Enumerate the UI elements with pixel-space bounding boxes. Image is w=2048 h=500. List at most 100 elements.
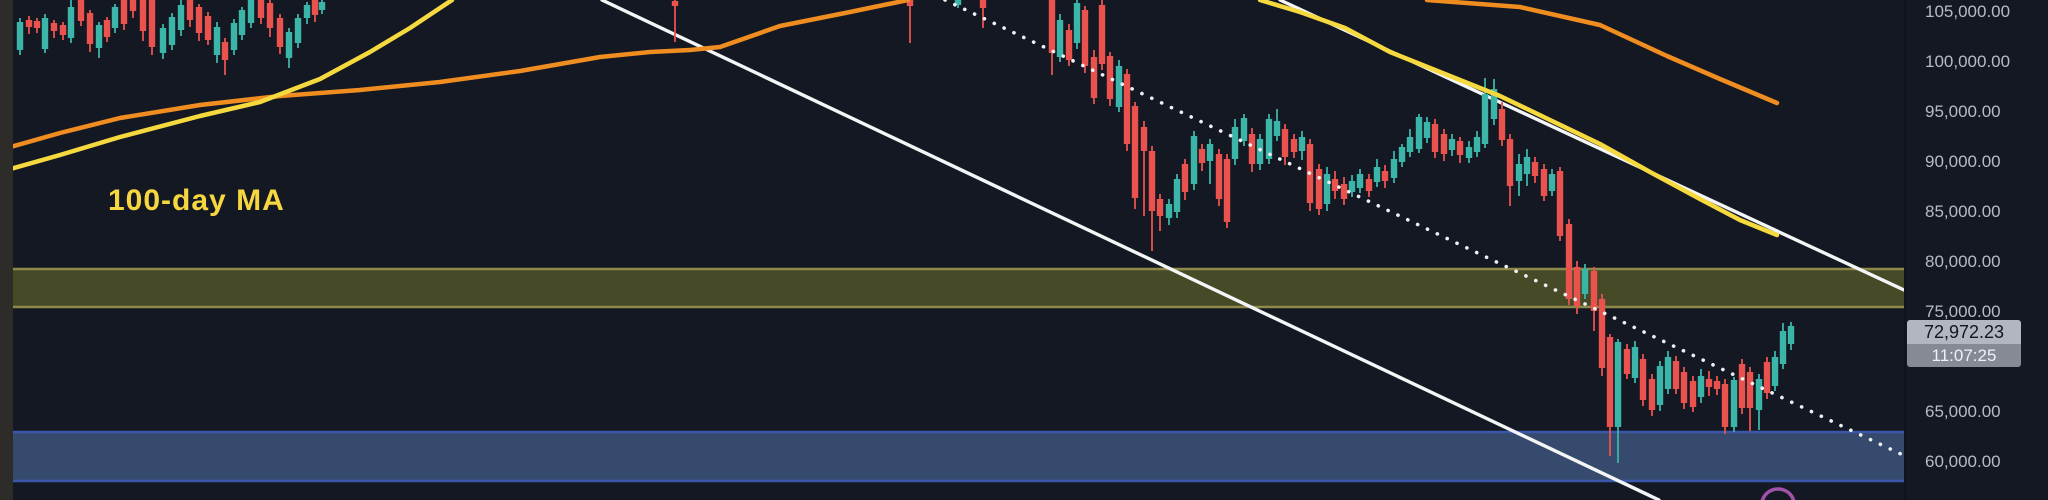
candlestick: [1548, 174, 1556, 191]
candlestick: [77, 0, 85, 21]
price-axis-label: 85,000.00: [1925, 202, 2001, 221]
support-zone-band[interactable]: [0, 431, 1904, 482]
candlestick: [1190, 136, 1198, 184]
candlestick: [1123, 74, 1131, 144]
candlestick: [1373, 167, 1381, 182]
candlestick: [1140, 127, 1148, 151]
candlestick: [1573, 267, 1581, 306]
price-axis-label: 100,000.00: [1925, 52, 2011, 71]
candlestick: [1506, 139, 1514, 186]
candlestick: [1473, 137, 1481, 152]
resistance-zone-band[interactable]: [0, 268, 1904, 308]
candlestick: [1697, 376, 1705, 397]
candlestick: [204, 16, 212, 40]
candlestick: [103, 20, 111, 37]
circle-annotation[interactable]: [1760, 487, 1796, 500]
price-axis-label: 75,000.00: [1925, 302, 2001, 321]
candlestick: [1081, 10, 1089, 66]
candlestick: [311, 0, 319, 15]
candlestick: [247, 0, 255, 23]
candlestick: [1730, 380, 1738, 427]
price-axis-label: 80,000.00: [1925, 252, 2001, 271]
candlestick: [1705, 379, 1713, 387]
candlestick: [1323, 174, 1331, 204]
candlestick: [1689, 381, 1697, 407]
candlestick: [1498, 109, 1506, 140]
candlestick: [41, 18, 49, 49]
last-price-badge: 72,972.23 11:07:25: [1907, 320, 2021, 367]
candlestick: [1531, 162, 1539, 176]
candlestick: [1779, 331, 1787, 364]
candlestick: [86, 13, 94, 44]
ma-100-label[interactable]: 100-day MA: [108, 184, 285, 217]
candlestick: [1755, 379, 1763, 410]
candlestick: [186, 0, 194, 20]
candlestick: [1223, 159, 1231, 222]
candlestick: [67, 7, 75, 38]
candlestick: [1181, 164, 1189, 192]
price-axis[interactable]: 105,000.00 100,000.00 95,000.00 90,000.00 85…: [1904, 0, 2048, 500]
candlestick: [148, 0, 156, 47]
candlestick: [177, 5, 185, 30]
candlestick: [1415, 117, 1423, 149]
candlestick: [1298, 137, 1306, 151]
candlestick: [230, 23, 238, 50]
price-axis-label: 65,000.00: [1925, 402, 2001, 421]
candlestick: [1256, 139, 1264, 164]
candlestick: [25, 20, 33, 27]
candlestick: [1590, 271, 1598, 311]
ma-100-line[interactable]: [0, 0, 455, 175]
candlestick: [1398, 147, 1406, 162]
ma-200-line[interactable]: [1424, 0, 1780, 106]
candlestick: [1656, 366, 1664, 405]
candlestick: [1290, 139, 1298, 152]
candlestick: [1248, 134, 1256, 164]
candlestick: [1173, 179, 1181, 212]
candlestick: [1481, 94, 1489, 144]
candlestick: [1746, 372, 1754, 408]
candlestick: [1606, 337, 1614, 427]
candlestick: [1348, 181, 1356, 192]
price-axis-label: 95,000.00: [1925, 102, 2001, 121]
candlestick: [1048, 0, 1056, 53]
candlestick: [1115, 66, 1123, 107]
candlestick: [266, 3, 274, 28]
candlestick: [120, 0, 128, 24]
candlestick: [1440, 134, 1448, 154]
candlestick: [1787, 326, 1795, 344]
candlestick: [1206, 144, 1214, 161]
candlestick: [1265, 119, 1273, 159]
candlestick: [1713, 381, 1721, 389]
candlestick: [1198, 149, 1206, 163]
candlestick: [1240, 118, 1248, 141]
channel-line-upper[interactable]: [600, 0, 1661, 500]
ma-200-line[interactable]: [0, 0, 911, 153]
candlestick: [1721, 384, 1729, 427]
candlestick: [1672, 361, 1680, 389]
price-chart-canvas[interactable]: [0, 0, 1904, 500]
candlestick: [50, 23, 58, 31]
candlestick: [1098, 5, 1106, 64]
candlestick: [1648, 379, 1656, 410]
candlestick: [1065, 30, 1073, 60]
candlestick: [1073, 3, 1081, 43]
candlestick: [95, 25, 103, 48]
candlestick: [318, 2, 326, 10]
candlestick: [285, 32, 293, 58]
candlestick: [1215, 154, 1223, 199]
candlestick: [671, 1, 679, 6]
candlestick: [1231, 127, 1239, 159]
candlestick: [1763, 362, 1771, 393]
candlestick: [1148, 151, 1156, 211]
candlestick: [16, 22, 24, 50]
candlestick: [59, 25, 67, 35]
candlestick: [1639, 359, 1647, 400]
candlestick: [1390, 159, 1398, 178]
candlestick: [33, 21, 41, 28]
candlestick: [1465, 147, 1473, 158]
candlestick: [159, 28, 167, 53]
candlestick: [1331, 179, 1339, 191]
candlestick: [1598, 299, 1606, 368]
ma-100-line[interactable]: [1257, 0, 1780, 238]
candlestick: [195, 7, 203, 33]
